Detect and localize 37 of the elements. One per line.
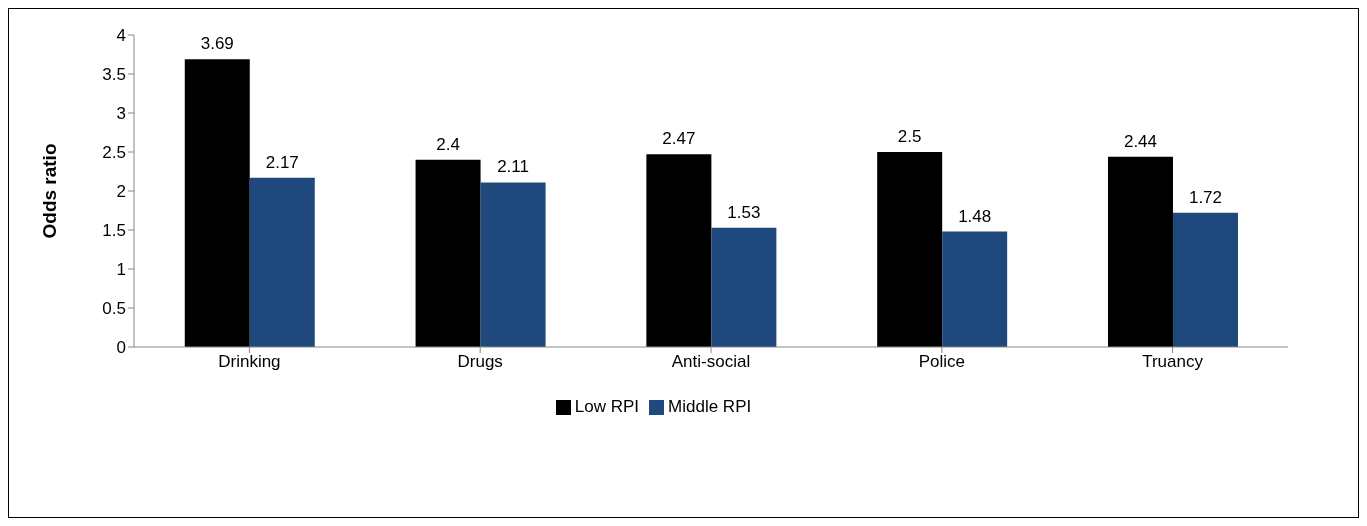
bar (1107, 156, 1173, 347)
data-label: 2.5 (897, 127, 922, 146)
y-tick-label: 0 (116, 338, 126, 358)
x-tick-label: Drinking (218, 352, 281, 372)
x-tick-label: Police (918, 352, 965, 372)
x-tick-label: Truancy (1142, 352, 1204, 372)
y-tick-label: 1.5 (102, 221, 126, 241)
data-label: 2.47 (662, 129, 696, 149)
bar (942, 231, 1008, 347)
data-label: 1.48 (958, 206, 992, 226)
y-tick-label: 1 (116, 260, 126, 280)
bar (415, 159, 481, 347)
data-label: 3.69 (200, 34, 234, 54)
data-label: 1.72 (1188, 187, 1223, 207)
bar (184, 59, 250, 347)
data-label: 1.53 (727, 202, 761, 222)
x-tick-label: Drugs (457, 352, 503, 372)
y-tick-label: 2.5 (102, 143, 126, 163)
bar (480, 182, 546, 347)
bar (1172, 212, 1238, 347)
bar (711, 227, 777, 347)
y-tick-label: 3 (116, 104, 126, 124)
bar (249, 177, 315, 347)
y-tick-label: 4 (116, 26, 126, 46)
data-label: 2.17 (265, 152, 299, 172)
y-tick-label: 0.5 (102, 299, 126, 319)
bar (877, 152, 943, 347)
legend-label: Middle RPI (668, 397, 752, 416)
data-label: 2.4 (436, 134, 460, 154)
bar (646, 154, 712, 347)
x-tick-label: Anti-social (671, 352, 751, 372)
data-label: 2.44 (1123, 131, 1158, 151)
y-axis-title: Odds ratio (38, 143, 60, 239)
data-label: 2.11 (497, 157, 529, 177)
legend-label: Low RPI (574, 397, 640, 416)
y-tick-label: 2 (116, 182, 126, 202)
y-tick-label: 3.5 (102, 65, 126, 85)
